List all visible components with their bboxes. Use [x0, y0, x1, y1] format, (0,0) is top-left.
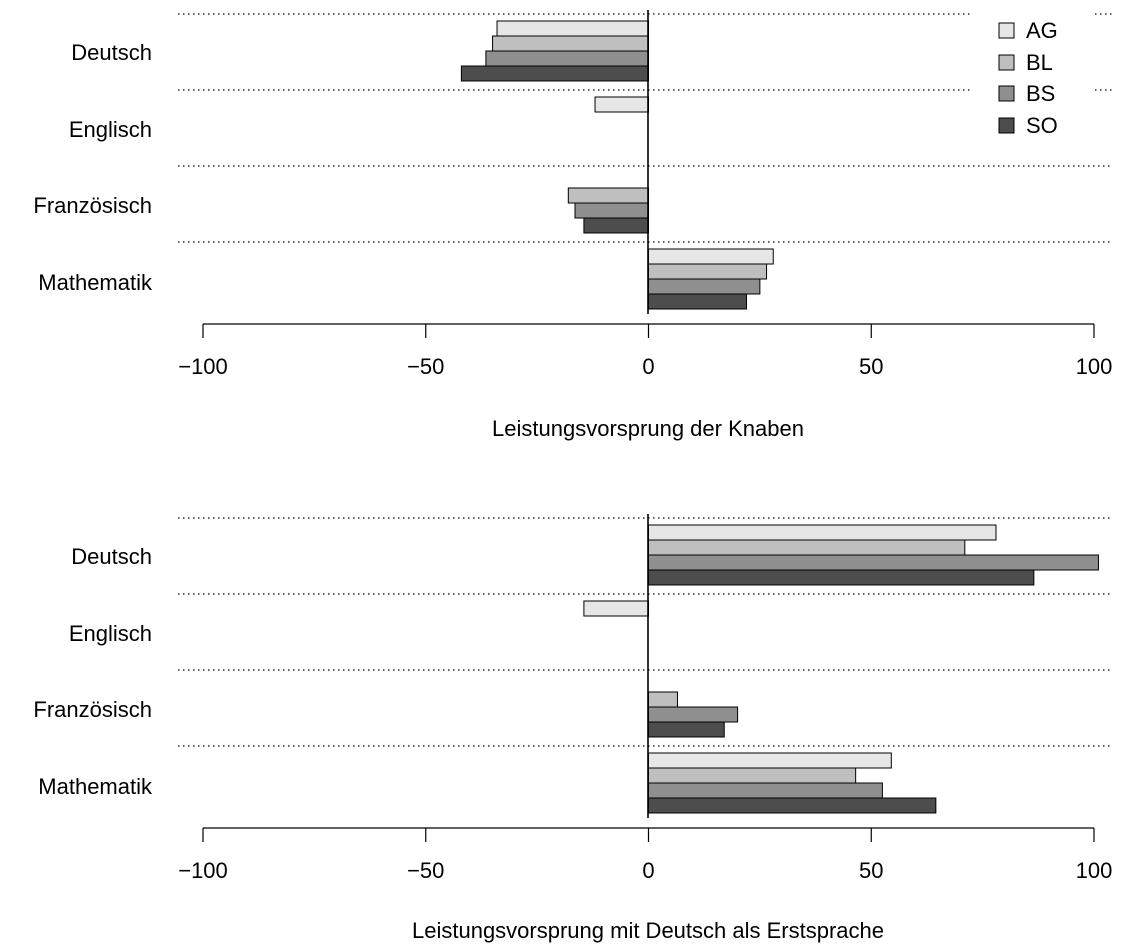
x-tick-label: −50 — [407, 354, 444, 379]
panel-1-category-labels: Deutsch Englisch Französisch Mathematik — [33, 40, 153, 295]
category-label: Französisch — [33, 697, 152, 722]
panel-2-category-labels: Deutsch Englisch Französisch Mathematik — [33, 544, 153, 799]
legend-label-so: SO — [1026, 113, 1058, 138]
bar-so-deutsch — [460, 65, 650, 82]
panel-1-x-axis: −100 −50 0 50 100 Leistungsvorsprung der… — [178, 323, 1113, 441]
bar-so-mathematik — [648, 797, 937, 814]
bar-bl-mathematik — [648, 263, 768, 280]
bar-ag-englisch — [583, 600, 650, 617]
x-tick-label: 50 — [859, 858, 883, 883]
legend-label-bl: BL — [1026, 50, 1053, 75]
category-label: Französisch — [33, 193, 152, 218]
x-tick-label: −100 — [178, 858, 228, 883]
legend-label-bs: BS — [1026, 81, 1055, 106]
legend-swatch-bs — [998, 85, 1015, 102]
x-axis-label: Leistungsvorsprung mit Deutsch als Ersts… — [412, 918, 884, 943]
panel-1-bars — [460, 20, 774, 310]
legend-swatch-bl — [998, 54, 1015, 71]
bar-bl-mathematik — [648, 767, 857, 784]
panel-2-separators — [178, 517, 1113, 747]
category-label: Englisch — [69, 621, 152, 646]
x-tick-label: 100 — [1076, 354, 1113, 379]
bar-bl-deutsch — [648, 539, 966, 556]
bar-bl-französisch — [648, 691, 678, 708]
bar-bs-mathematik — [648, 278, 761, 295]
category-label: Mathematik — [38, 774, 153, 799]
bar-ag-deutsch — [496, 20, 649, 37]
panel-1-separators — [178, 13, 1113, 243]
bar-bl-deutsch — [492, 35, 650, 52]
panel-2: Deutsch Englisch Französisch Mathematik … — [33, 514, 1113, 943]
bar-bs-mathematik — [648, 782, 883, 799]
category-label: Deutsch — [71, 40, 152, 65]
bar-ag-englisch — [594, 96, 649, 113]
category-label: Englisch — [69, 117, 152, 142]
bar-bs-deutsch — [648, 554, 1099, 571]
bar-so-mathematik — [648, 293, 748, 310]
category-label: Deutsch — [71, 544, 152, 569]
x-tick-label: 100 — [1076, 858, 1113, 883]
panel-2-x-axis: −100 −50 0 50 100 Leistungsvorsprung mit… — [178, 827, 1113, 943]
legend-label-ag: AG — [1026, 18, 1058, 43]
x-tick-label: 0 — [642, 858, 654, 883]
bar-so-französisch — [583, 217, 650, 234]
category-label: Mathematik — [38, 270, 153, 295]
legend: AG BL BS SO — [998, 18, 1058, 138]
panel-2-bars — [583, 524, 1099, 814]
bar-bs-französisch — [648, 706, 739, 723]
legend-swatch-ag — [998, 22, 1015, 39]
bar-bs-französisch — [574, 202, 649, 219]
bar-ag-deutsch — [648, 524, 997, 541]
bar-bs-deutsch — [485, 50, 649, 67]
legend-swatch-so — [998, 117, 1015, 134]
x-tick-label: 50 — [859, 354, 883, 379]
x-axis-label: Leistungsvorsprung der Knaben — [492, 416, 804, 441]
bar-bl-französisch — [567, 187, 649, 204]
bar-ag-mathematik — [648, 752, 892, 769]
x-tick-label: 0 — [642, 354, 654, 379]
bar-so-deutsch — [648, 569, 1035, 586]
bar-so-französisch — [648, 721, 725, 738]
bar-ag-mathematik — [648, 248, 774, 265]
x-tick-label: −100 — [178, 354, 228, 379]
x-tick-label: −50 — [407, 858, 444, 883]
panel-1: Deutsch Englisch Französisch Mathematik … — [33, 10, 1113, 441]
